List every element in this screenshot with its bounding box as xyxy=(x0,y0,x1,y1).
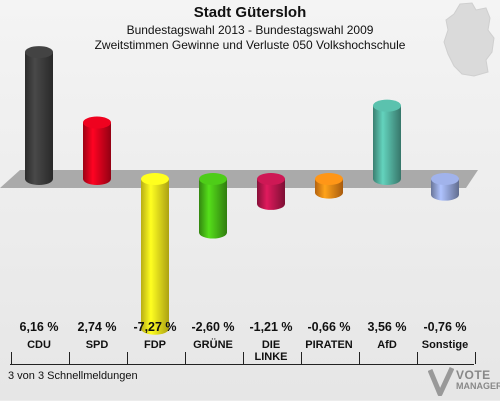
category-label: DIE LINKE xyxy=(254,339,288,363)
logo-text-vote: VOTE xyxy=(456,368,491,382)
bar-spd xyxy=(83,122,111,179)
bar-bottom-cap xyxy=(431,188,459,201)
axis-tick xyxy=(475,352,476,364)
bar-grüne xyxy=(199,179,227,233)
bar-top-cap xyxy=(199,173,227,185)
bar-bottom-cap xyxy=(25,173,53,185)
bar-fdp xyxy=(141,179,169,329)
category-label: AfD xyxy=(377,339,397,351)
axis-tick xyxy=(301,352,302,364)
axis-tick xyxy=(243,352,244,364)
category-label: PIRATEN xyxy=(305,339,353,351)
chart-subtitle-1: Bundestagswahl 2013 - Bundestagswahl 200… xyxy=(126,23,374,37)
bar-top-cap xyxy=(373,99,401,112)
chart-title: Stadt Gütersloh xyxy=(193,4,307,21)
baseline-plane xyxy=(0,170,478,188)
value-label: 3,56 % xyxy=(367,320,407,334)
value-label: 2,74 % xyxy=(77,320,117,334)
bar-top-cap xyxy=(25,46,53,59)
bar-top-cap xyxy=(83,116,111,129)
bar-top-cap xyxy=(315,173,343,185)
axis-tick xyxy=(69,352,70,364)
germany-map-icon xyxy=(443,2,495,77)
axis-tick xyxy=(127,352,128,364)
bar-top-cap xyxy=(257,173,285,185)
value-label: 6,16 % xyxy=(19,320,59,334)
bar-bottom-cap xyxy=(199,226,227,239)
axis-tick xyxy=(185,352,186,364)
axis-tick xyxy=(359,352,360,364)
bar-top-cap xyxy=(431,173,459,185)
axis-tick xyxy=(11,352,12,364)
value-label: -7,27 % xyxy=(133,320,177,334)
chart-subtitle-2: Zweitstimmen Gewinne und Verluste 050 Vo… xyxy=(94,38,406,52)
value-label: -1,21 % xyxy=(249,320,293,334)
category-label: SPD xyxy=(85,339,109,351)
bar-cdu xyxy=(25,52,53,179)
value-label: -2,60 % xyxy=(191,320,235,334)
checkmark-icon xyxy=(427,366,455,397)
axis-tick xyxy=(417,352,418,364)
x-axis-line xyxy=(10,364,474,365)
bar-bottom-cap xyxy=(257,197,285,210)
category-label: CDU xyxy=(27,339,51,351)
votemanager-logo: VOTE MANAGER xyxy=(427,366,500,398)
footer-note: 3 von 3 Schnellmeldungen xyxy=(8,370,138,382)
bar-top-cap xyxy=(141,173,169,185)
bar-bottom-cap xyxy=(83,173,111,185)
logo-text-manager: MANAGER xyxy=(456,381,500,391)
bar-afd xyxy=(373,105,401,179)
category-label: Sonstige xyxy=(421,339,469,351)
bar-bottom-cap xyxy=(315,186,343,199)
bar-bottom-cap xyxy=(141,322,169,335)
category-label: GRÜNE xyxy=(193,339,233,351)
value-label: -0,76 % xyxy=(423,320,467,334)
value-label: -0,66 % xyxy=(307,320,351,334)
category-label: FDP xyxy=(144,339,166,351)
bar-bottom-cap xyxy=(373,173,401,185)
